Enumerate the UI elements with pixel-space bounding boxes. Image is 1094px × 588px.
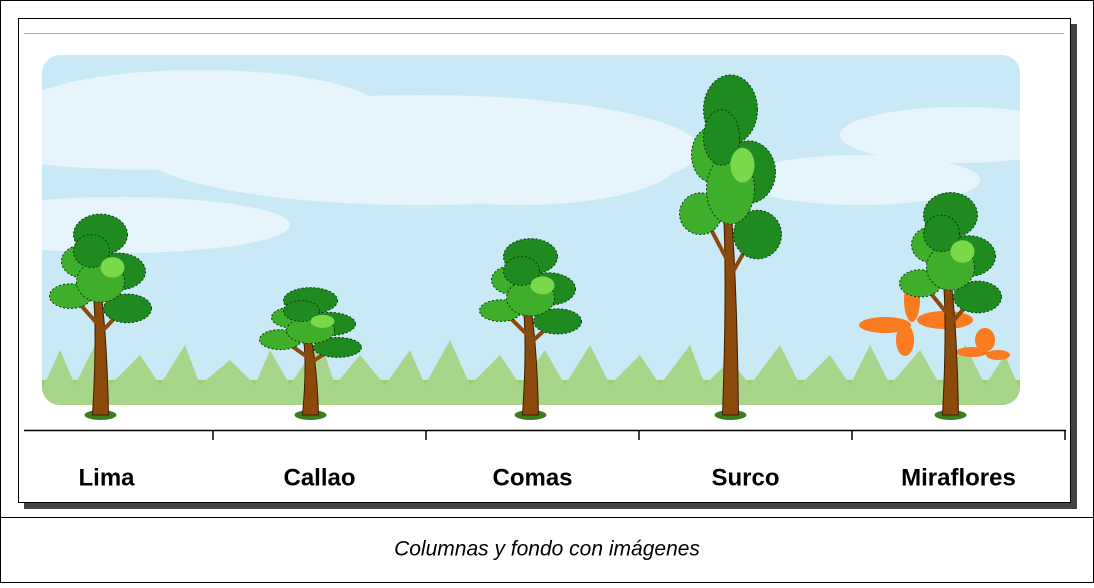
tree-foliage: [923, 214, 960, 253]
tree-foliage: [73, 234, 110, 268]
tree-highlight: [310, 314, 335, 328]
x-tick-label: Surco: [711, 464, 779, 491]
x-ticks: [212, 430, 1066, 440]
background: [42, 55, 1020, 405]
tree: [899, 192, 1002, 420]
tree-foliage: [953, 280, 1002, 314]
x-labels: Lima Callao Comas Surco Miraflores: [78, 464, 1015, 491]
x-tick-label: Lima: [78, 464, 135, 491]
x-tick-label: Comas: [492, 464, 572, 491]
tree-foliage: [703, 109, 740, 166]
plot-top-border: [24, 33, 1064, 34]
tree-highlight: [530, 276, 555, 295]
tree-highlight: [100, 257, 125, 278]
x-tick-label: Callao: [283, 464, 355, 491]
tree: [259, 287, 362, 420]
tree-foliage: [313, 336, 362, 358]
clouds: [42, 70, 1020, 253]
tree-foliage: [503, 256, 540, 286]
tree: [679, 74, 782, 420]
tree-highlight: [730, 147, 755, 183]
x-tick-label: Miraflores: [901, 464, 1016, 491]
tree-foliage: [533, 308, 582, 335]
tree: [479, 238, 582, 420]
tree-highlight: [950, 240, 975, 263]
tree-foliage: [733, 209, 782, 260]
tree-foliage: [283, 300, 320, 322]
tree: [49, 213, 152, 420]
trees: [49, 74, 1002, 420]
caption: Columnas y fondo con imágenes: [394, 538, 700, 561]
tree-foliage: [103, 293, 152, 324]
